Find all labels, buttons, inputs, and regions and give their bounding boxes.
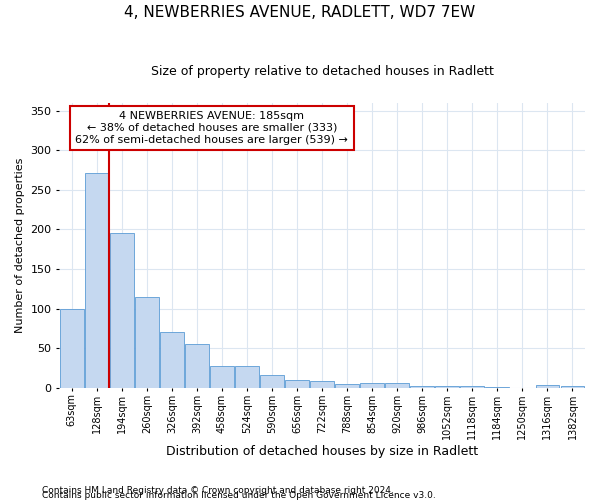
Text: 4 NEWBERRIES AVENUE: 185sqm
← 38% of detached houses are smaller (333)
62% of se: 4 NEWBERRIES AVENUE: 185sqm ← 38% of det… [76, 112, 348, 144]
Bar [385, 383, 409, 388]
Bar [160, 332, 184, 388]
Bar [536, 384, 559, 388]
Bar [135, 297, 159, 388]
Bar [310, 381, 334, 388]
Bar [335, 384, 359, 388]
Bar [436, 386, 459, 388]
Bar [85, 174, 109, 388]
Bar [361, 383, 384, 388]
Y-axis label: Number of detached properties: Number of detached properties [15, 158, 25, 333]
Bar [460, 386, 484, 388]
Text: Contains public sector information licensed under the Open Government Licence v3: Contains public sector information licen… [42, 491, 436, 500]
Text: 4, NEWBERRIES AVENUE, RADLETT, WD7 7EW: 4, NEWBERRIES AVENUE, RADLETT, WD7 7EW [124, 5, 476, 20]
Bar [560, 386, 584, 388]
Bar [210, 366, 234, 388]
X-axis label: Distribution of detached houses by size in Radlett: Distribution of detached houses by size … [166, 444, 478, 458]
Bar [260, 375, 284, 388]
Bar [485, 387, 509, 388]
Title: Size of property relative to detached houses in Radlett: Size of property relative to detached ho… [151, 65, 494, 78]
Bar [235, 366, 259, 388]
Bar [60, 308, 84, 388]
Bar [285, 380, 309, 388]
Bar [410, 386, 434, 388]
Text: Contains HM Land Registry data © Crown copyright and database right 2024.: Contains HM Land Registry data © Crown c… [42, 486, 394, 495]
Bar [110, 232, 134, 388]
Bar [185, 344, 209, 388]
